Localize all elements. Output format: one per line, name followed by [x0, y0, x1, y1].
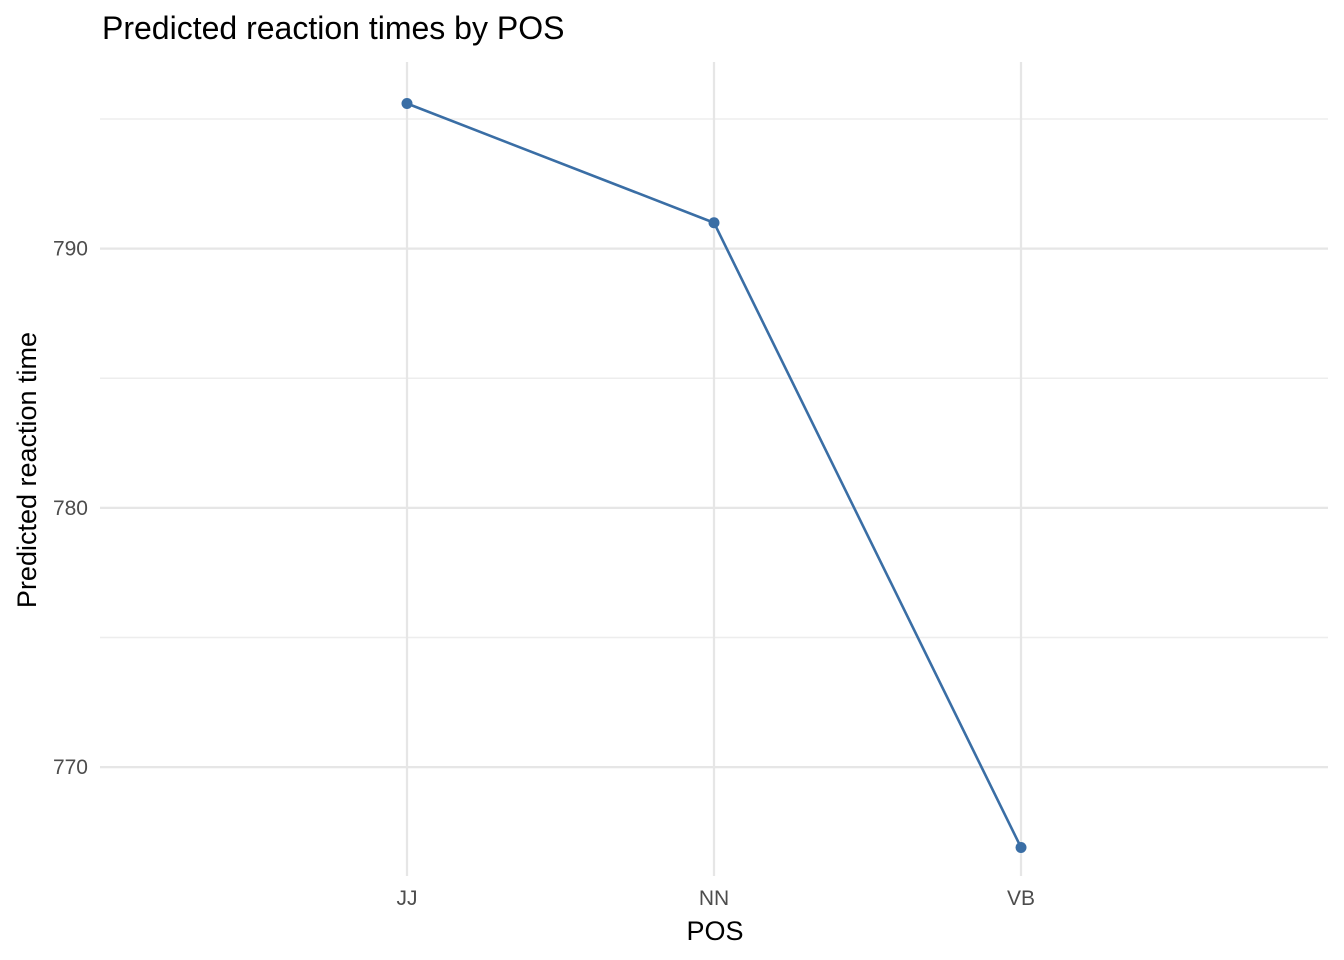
chart-title: Predicted reaction times by POS	[102, 10, 564, 46]
x-tick-label: NN	[699, 887, 729, 910]
data-point	[1015, 841, 1027, 853]
y-axis-title: Predicted reaction time	[12, 332, 42, 608]
data-point	[401, 97, 413, 109]
major-gridlines	[100, 62, 1328, 876]
x-axis-title: POS	[686, 916, 743, 946]
y-tick-label: 790	[53, 238, 88, 261]
x-tick-labels: JJ NN VB	[397, 887, 1036, 910]
y-tick-labels: 770 780 790	[53, 238, 88, 779]
x-tick-label: VB	[1007, 887, 1035, 910]
point-layer	[401, 97, 1027, 853]
x-tick-label: JJ	[397, 887, 418, 910]
data-point	[708, 217, 720, 229]
y-tick-label: 780	[53, 497, 88, 520]
y-tick-label: 770	[53, 756, 88, 779]
